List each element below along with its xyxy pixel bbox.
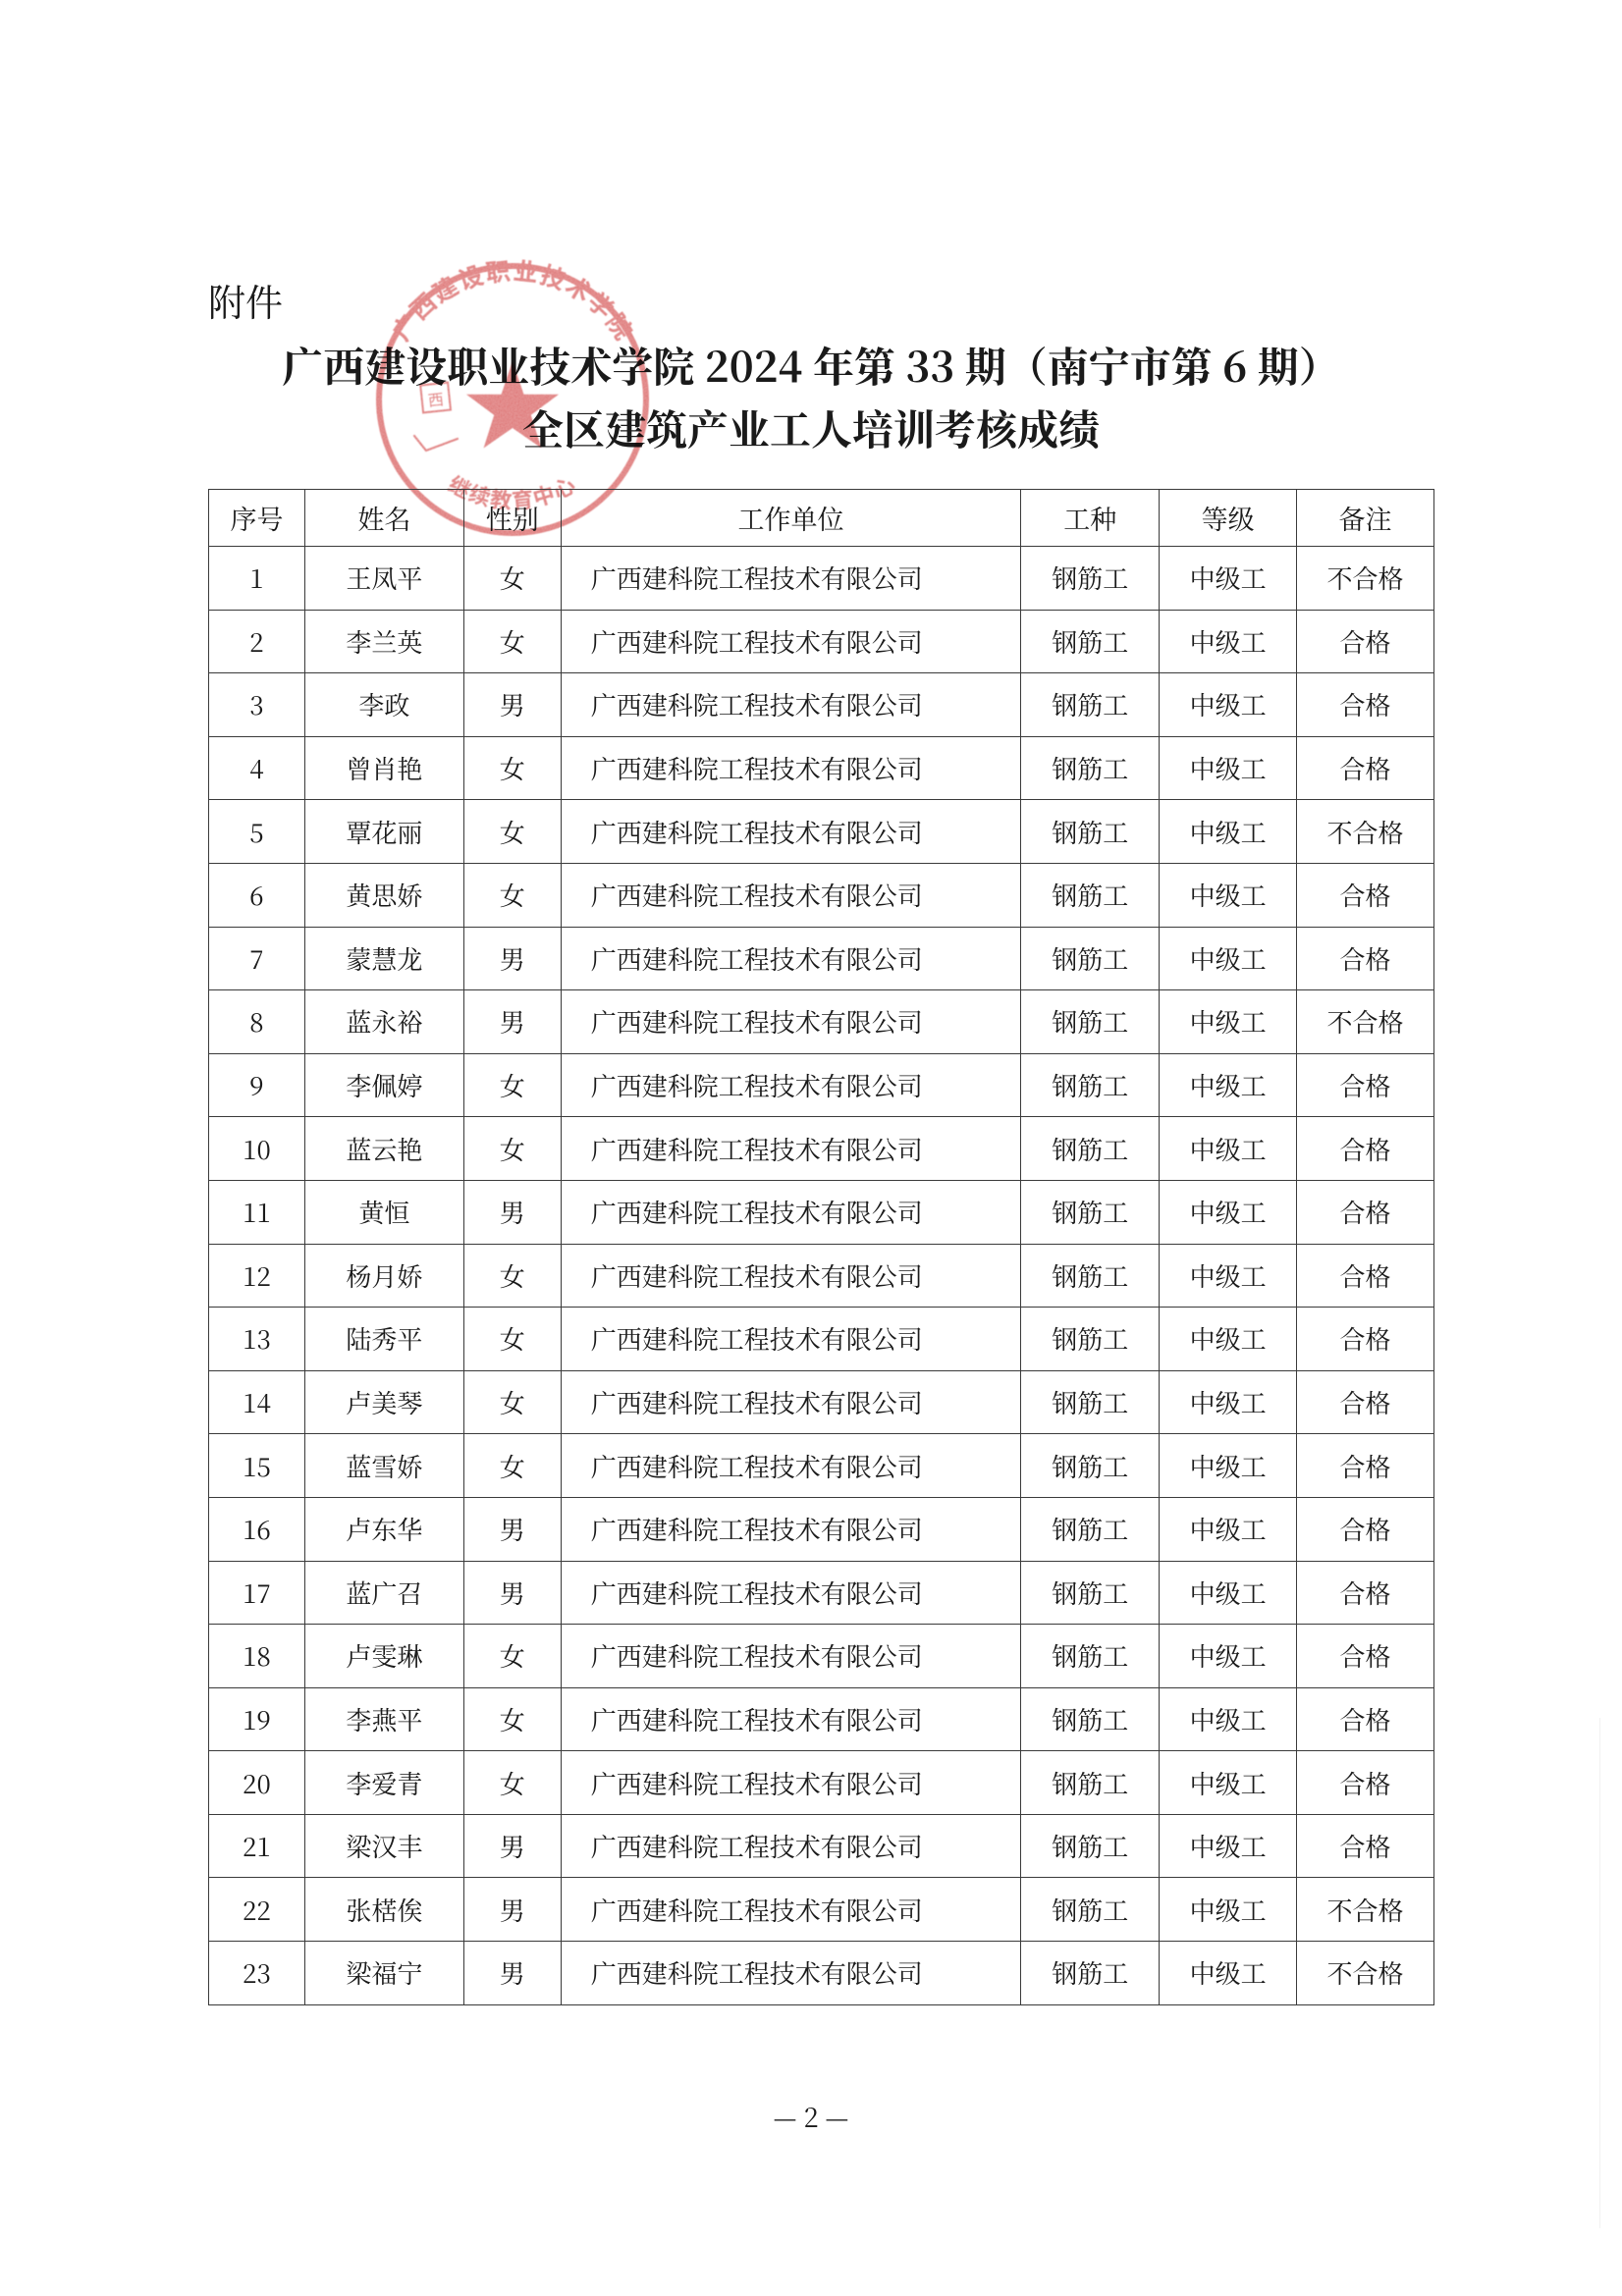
svg-text:西: 西 [426, 386, 444, 411]
